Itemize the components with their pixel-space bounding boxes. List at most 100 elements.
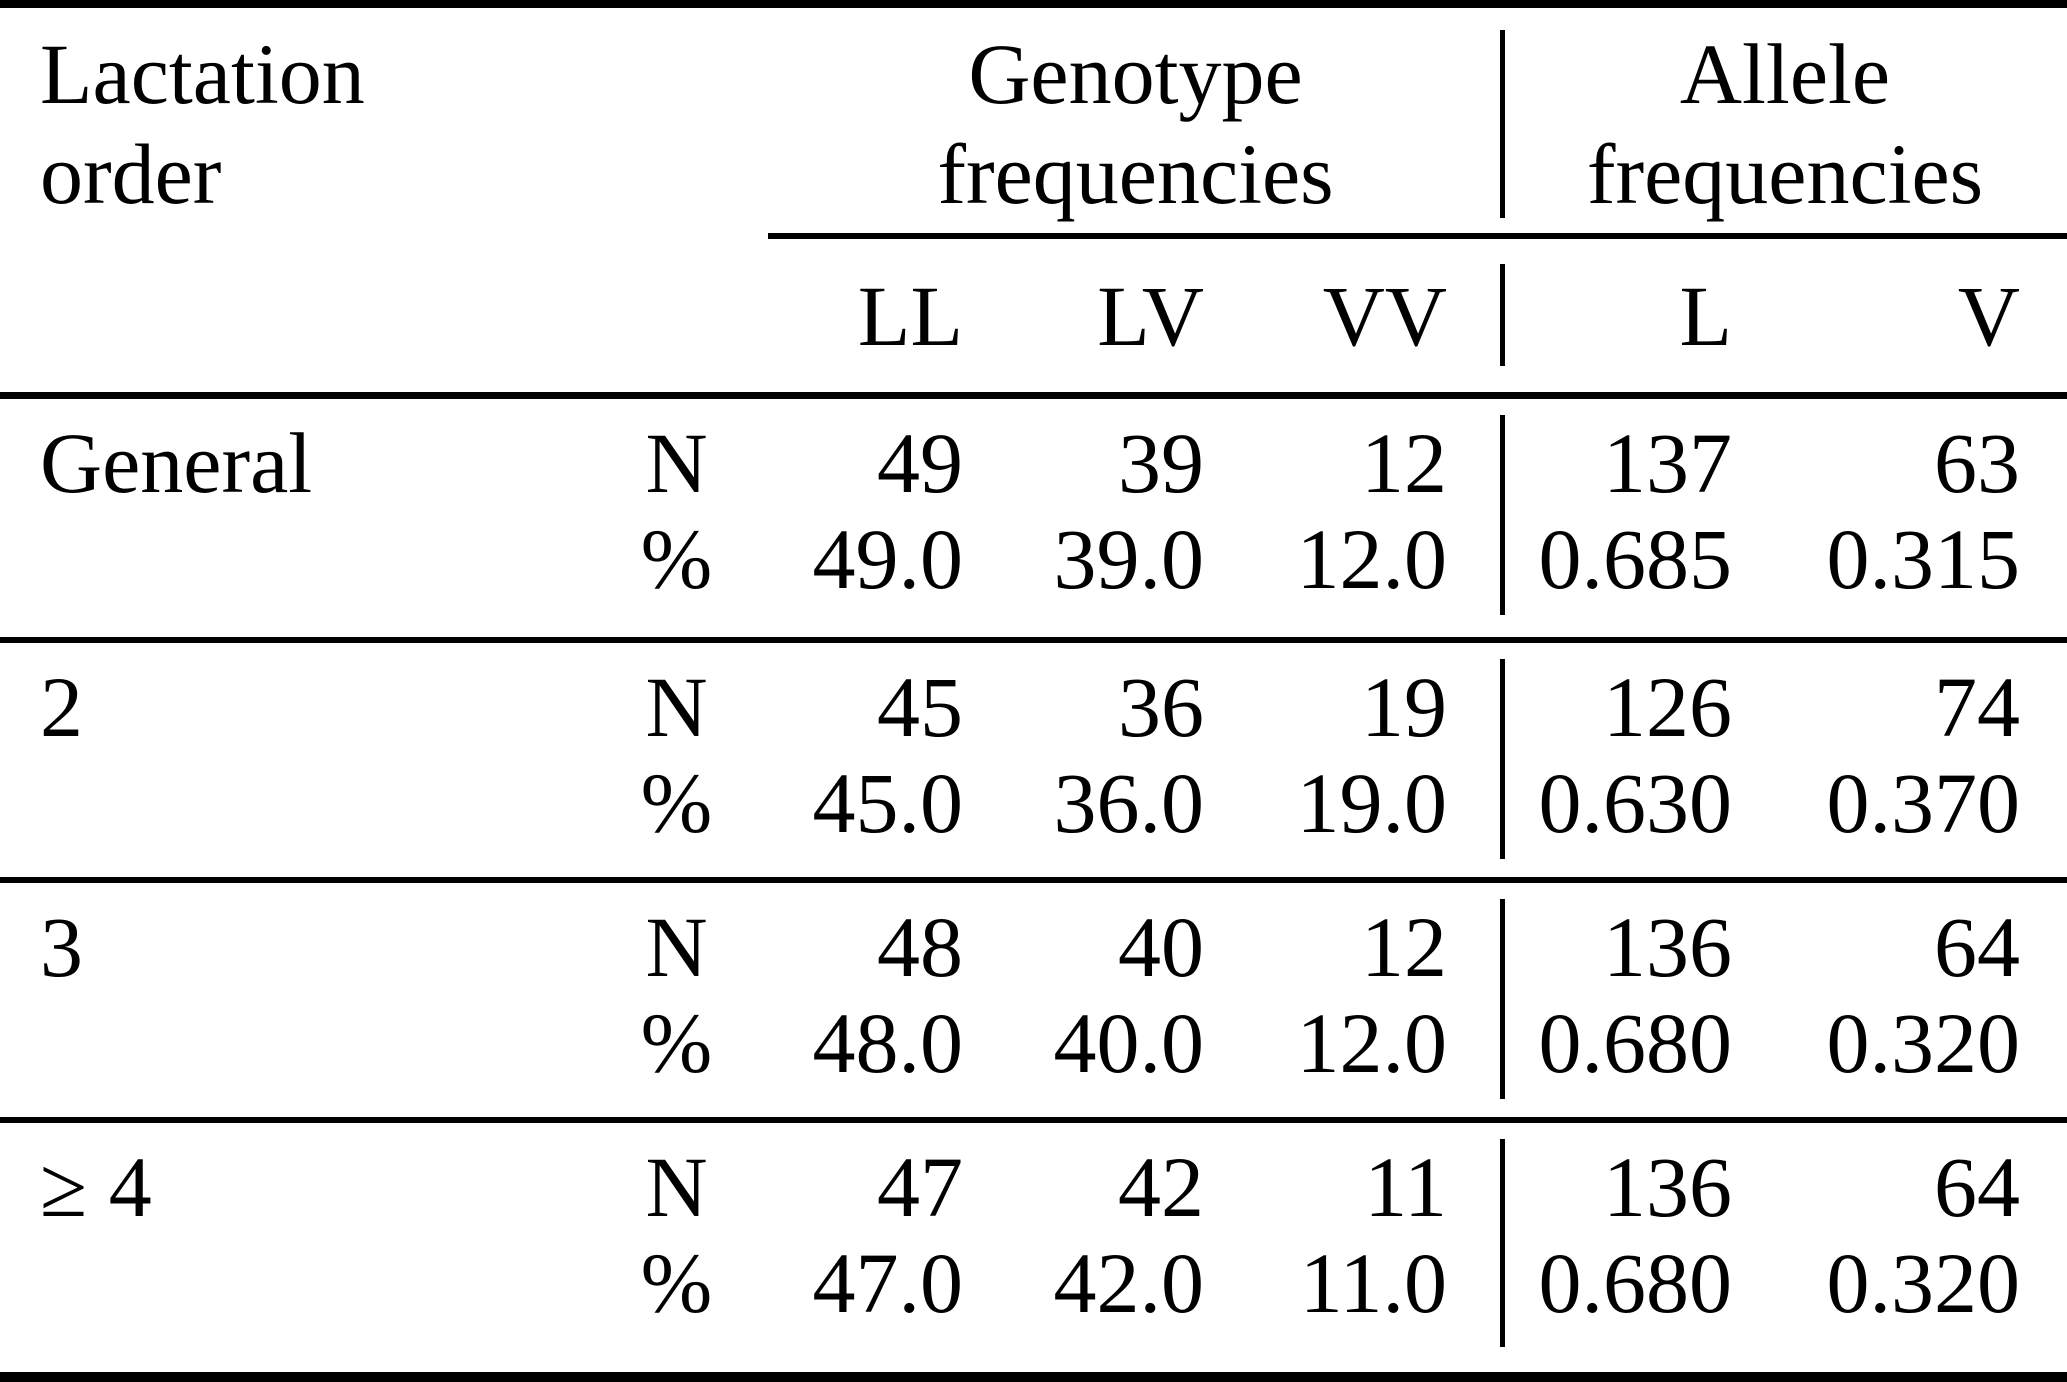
column-header-ll: LL bbox=[857, 267, 963, 364]
table-rule-separator bbox=[0, 637, 2067, 643]
column-header-lv: LV bbox=[1097, 267, 1204, 364]
pct-value: 0.630 bbox=[1538, 755, 1733, 851]
allele-group-header-line1: Allele bbox=[1679, 26, 1891, 122]
cell-vv: 12 12.0 bbox=[1212, 883, 1503, 1117]
stub-n-label: N bbox=[645, 899, 708, 995]
table-rule-separator bbox=[0, 877, 2067, 883]
genotype-group-header: Genotype frequencies bbox=[768, 8, 1503, 233]
genotype-group-header-line2: frequencies bbox=[937, 126, 1334, 222]
genotype-group-header-line1: Genotype bbox=[968, 26, 1303, 122]
row-label: 2 bbox=[40, 659, 83, 755]
n-value: 12 bbox=[1361, 899, 1447, 995]
table-rule-top bbox=[0, 0, 2067, 8]
stub-pct-label: % bbox=[640, 511, 713, 607]
n-value: 12 bbox=[1361, 415, 1447, 511]
stub-pct-label: % bbox=[640, 1235, 713, 1331]
cell-v: 64 0.320 bbox=[1740, 883, 2028, 1117]
pct-value: 12.0 bbox=[1296, 511, 1448, 607]
table-row-2: 2 N % 45 45.0 36 36.0 19 19.0 126 0.630 … bbox=[0, 643, 2067, 877]
n-value: 39 bbox=[1118, 415, 1204, 511]
n-value: 47 bbox=[877, 1139, 963, 1235]
column-divider bbox=[1500, 264, 1505, 366]
n-value: 136 bbox=[1603, 1139, 1732, 1235]
cell-ll: 47 47.0 bbox=[768, 1123, 970, 1372]
table-header-groups: Lactation order Genotype frequencies All… bbox=[0, 8, 2067, 233]
stub-header: Lactation order bbox=[0, 8, 768, 233]
cell-lv: 40 40.0 bbox=[970, 883, 1212, 1117]
stub-n-label: N bbox=[645, 1139, 708, 1235]
column-divider bbox=[1500, 30, 1505, 218]
pct-value: 12.0 bbox=[1296, 995, 1448, 1091]
column-divider bbox=[1500, 899, 1505, 1099]
row-stub: N % bbox=[585, 643, 768, 877]
pct-value: 48.0 bbox=[812, 995, 964, 1091]
pct-value: 0.320 bbox=[1826, 995, 2021, 1091]
table-column-headers: LL LV VV L V bbox=[0, 239, 2067, 392]
allele-group-header-line2: frequencies bbox=[1586, 126, 1984, 222]
cell-v: 63 0.315 bbox=[1740, 399, 2028, 637]
stub-n-label: N bbox=[645, 659, 708, 755]
cell-vv: 12 12.0 bbox=[1212, 399, 1503, 637]
cell-ll: 45 45.0 bbox=[768, 643, 970, 877]
cell-l: 126 0.630 bbox=[1503, 643, 1740, 877]
column-divider bbox=[1500, 1139, 1505, 1347]
stub-pct-label: % bbox=[640, 755, 713, 851]
column-divider bbox=[1500, 659, 1505, 859]
group-header-rule-row bbox=[0, 233, 2067, 239]
n-value: 48 bbox=[877, 899, 963, 995]
cell-ll: 48 48.0 bbox=[768, 883, 970, 1117]
pct-value: 11.0 bbox=[1299, 1235, 1447, 1331]
pct-value: 36.0 bbox=[1053, 755, 1205, 851]
stub-n-label: N bbox=[645, 415, 708, 511]
stub-header-line1: Lactation bbox=[40, 26, 365, 122]
table-row-ge4: ≥ 4 N % 47 47.0 42 42.0 11 11.0 136 0.68… bbox=[0, 1123, 2067, 1372]
column-header-vv: VV bbox=[1322, 267, 1447, 364]
row-stub: N % bbox=[585, 1123, 768, 1372]
stub-pct-label: % bbox=[640, 995, 713, 1091]
n-value: 42 bbox=[1118, 1139, 1204, 1235]
table-rule-separator bbox=[0, 1117, 2067, 1123]
cell-l: 136 0.680 bbox=[1503, 883, 1740, 1117]
n-value: 126 bbox=[1603, 659, 1732, 755]
cell-vv: 19 19.0 bbox=[1212, 643, 1503, 877]
cell-lv: 42 42.0 bbox=[970, 1123, 1212, 1372]
cell-l: 136 0.680 bbox=[1503, 1123, 1740, 1372]
cell-l: 137 0.685 bbox=[1503, 399, 1740, 637]
n-value: 11 bbox=[1364, 1139, 1447, 1235]
table-row-general: General N % 49 49.0 39 39.0 12 12.0 137 … bbox=[0, 399, 2067, 637]
n-value: 64 bbox=[1934, 899, 2020, 995]
column-header-l: L bbox=[1679, 267, 1732, 364]
allele-group-header: Allele frequencies bbox=[1503, 8, 2067, 233]
n-value: 63 bbox=[1934, 415, 2020, 511]
n-value: 36 bbox=[1118, 659, 1204, 755]
group-header-rule bbox=[768, 233, 2067, 239]
table-rule-bottom bbox=[0, 1372, 2067, 1382]
cell-v: 64 0.320 bbox=[1740, 1123, 2028, 1372]
row-stub: N % bbox=[585, 399, 768, 637]
table-row-3: 3 N % 48 48.0 40 40.0 12 12.0 136 0.680 … bbox=[0, 883, 2067, 1117]
pct-value: 39.0 bbox=[1053, 511, 1205, 607]
pct-value: 0.370 bbox=[1826, 755, 2021, 851]
pct-value: 19.0 bbox=[1296, 755, 1448, 851]
n-value: 64 bbox=[1934, 1139, 2020, 1235]
column-header-v: V bbox=[1957, 267, 2020, 364]
n-value: 19 bbox=[1361, 659, 1447, 755]
n-value: 137 bbox=[1603, 415, 1732, 511]
pct-value: 42.0 bbox=[1053, 1235, 1205, 1331]
n-value: 49 bbox=[877, 415, 963, 511]
cell-v: 74 0.370 bbox=[1740, 643, 2028, 877]
pct-value: 49.0 bbox=[812, 511, 964, 607]
pct-value: 45.0 bbox=[812, 755, 964, 851]
row-stub: N % bbox=[585, 883, 768, 1117]
pct-value: 0.680 bbox=[1538, 995, 1733, 1091]
pct-value: 40.0 bbox=[1053, 995, 1205, 1091]
pct-value: 0.680 bbox=[1538, 1235, 1733, 1331]
cell-lv: 36 36.0 bbox=[970, 643, 1212, 877]
pct-value: 0.315 bbox=[1826, 511, 2021, 607]
row-label: 3 bbox=[40, 899, 83, 995]
cell-lv: 39 39.0 bbox=[970, 399, 1212, 637]
table-rule-under-headers bbox=[0, 392, 2067, 399]
pct-value: 0.320 bbox=[1826, 1235, 2021, 1331]
cell-vv: 11 11.0 bbox=[1212, 1123, 1503, 1372]
